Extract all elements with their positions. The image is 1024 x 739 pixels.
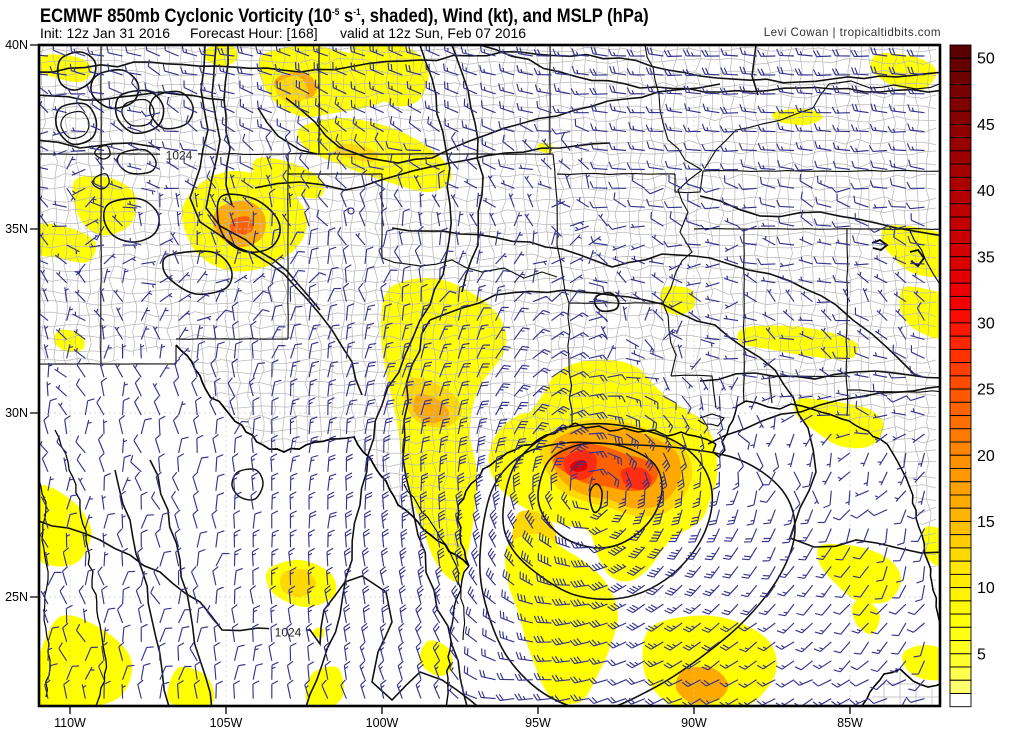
svg-text:1024: 1024 <box>166 149 193 163</box>
svg-text:30N: 30N <box>5 406 28 420</box>
svg-text:40N: 40N <box>5 38 28 52</box>
svg-text:110W: 110W <box>54 716 86 730</box>
svg-text:90W: 90W <box>681 716 707 730</box>
svg-text:Levi Cowan | tropicaltidbits.c: Levi Cowan | tropicaltidbits.com <box>764 26 941 39</box>
svg-text:85W: 85W <box>837 716 863 730</box>
svg-text:10: 10 <box>977 580 995 597</box>
svg-text:15: 15 <box>977 514 995 531</box>
svg-text:95W: 95W <box>525 716 551 730</box>
svg-text:5: 5 <box>977 646 986 663</box>
svg-text:25: 25 <box>977 382 995 399</box>
svg-text:35N: 35N <box>5 222 28 236</box>
svg-text:25N: 25N <box>5 590 28 604</box>
svg-text:30: 30 <box>977 315 995 332</box>
svg-text:105W: 105W <box>210 716 243 730</box>
svg-text:35: 35 <box>977 249 995 266</box>
svg-text:40: 40 <box>977 183 995 200</box>
svg-text:20: 20 <box>977 448 995 465</box>
svg-text:ECMWF 850mb Cyclonic Vorticity: ECMWF 850mb Cyclonic Vorticity (10-5 s-1… <box>40 5 649 26</box>
svg-text:50: 50 <box>977 51 995 68</box>
svg-text:100W: 100W <box>366 716 399 730</box>
svg-text:45: 45 <box>977 117 995 134</box>
